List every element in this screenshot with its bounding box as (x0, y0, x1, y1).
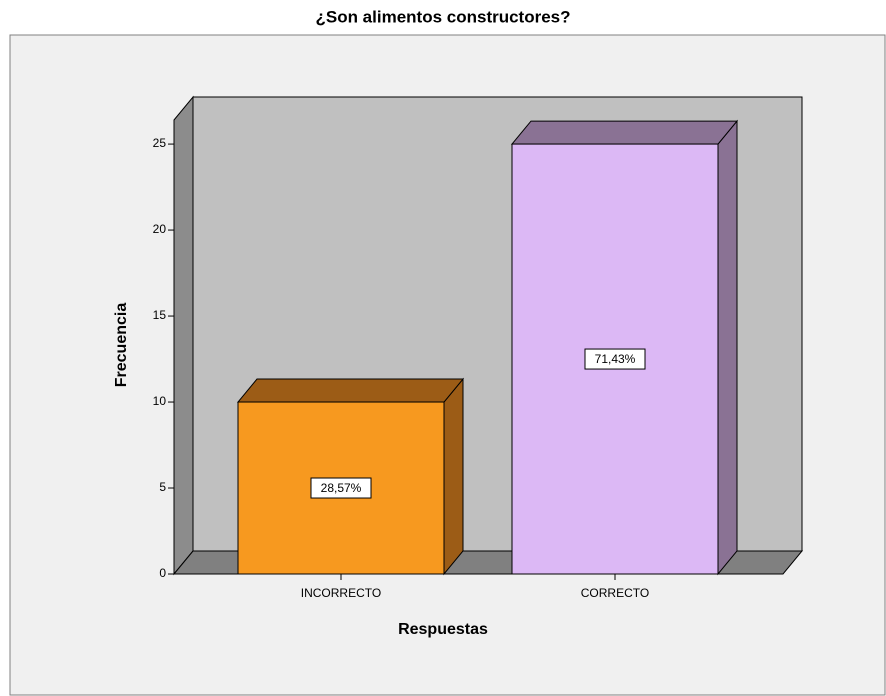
y-axis-title: Frecuencia (113, 303, 130, 388)
value-label: 71,43% (595, 352, 636, 366)
y-tick-label: 25 (153, 136, 167, 150)
bar (236, 377, 465, 576)
chart-title: ¿Son alimentos constructores? (315, 7, 570, 26)
y-tick-label: 10 (153, 394, 167, 408)
bar-top (510, 120, 739, 145)
x-tick-label: CORRECTO (581, 586, 649, 600)
bar-side (717, 119, 738, 576)
y-tick-label: 5 (159, 480, 166, 494)
bar-top (236, 378, 465, 403)
bar (510, 119, 739, 576)
y-tick-label: 15 (153, 308, 167, 322)
y-tick-label: 0 (159, 566, 166, 580)
x-tick-label: INCORRECTO (301, 586, 381, 600)
y-tick-label: 20 (153, 222, 167, 236)
x-axis-title: Respuestas (398, 621, 488, 638)
bar-side (443, 377, 464, 576)
side-wall (173, 95, 194, 576)
value-label-box (310, 477, 372, 499)
value-label-box (584, 348, 646, 370)
value-label: 28,57% (321, 481, 362, 495)
